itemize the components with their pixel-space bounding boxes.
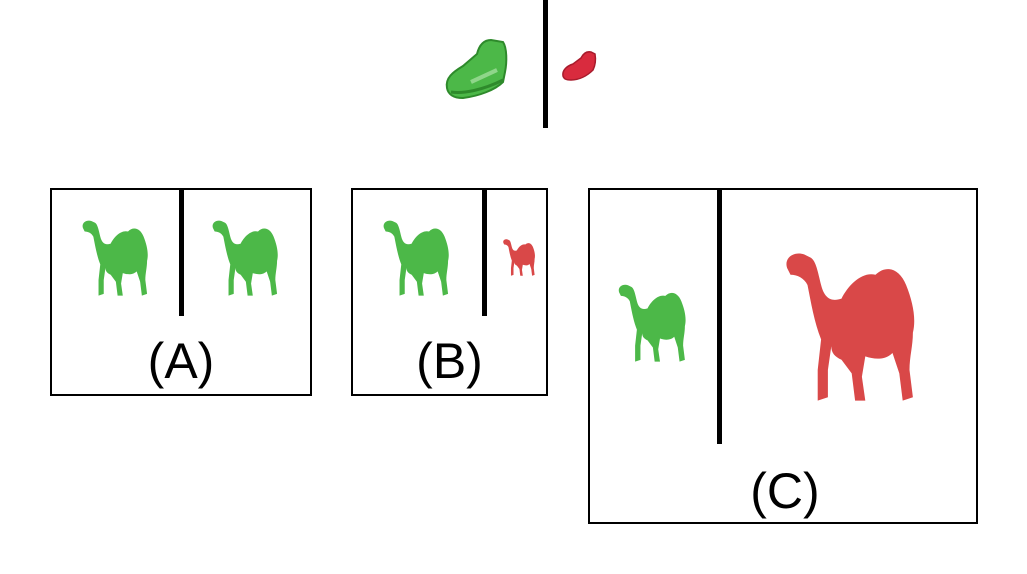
green-camel-icon [618, 284, 686, 362]
red-camel-small-icon [503, 239, 535, 276]
panel-b: (B) [351, 188, 548, 396]
panel-b-label: (B) [416, 333, 483, 389]
panel-c-divider [717, 190, 722, 444]
green-camel-icon [383, 220, 449, 296]
panel-b-divider [482, 190, 487, 316]
red-shoe-icon [562, 51, 597, 81]
panel-a: (A) [50, 188, 312, 396]
reference-divider [543, 0, 548, 128]
green-camel-icon [212, 220, 278, 296]
green-camel-icon [82, 220, 148, 296]
panel-c: (C) [588, 188, 978, 524]
panel-a-label: (A) [147, 333, 215, 389]
panel-a-divider [179, 190, 184, 316]
green-shoe-icon [445, 38, 508, 100]
red-camel-large-icon [786, 253, 915, 401]
panel-c-label: (C) [750, 463, 820, 519]
